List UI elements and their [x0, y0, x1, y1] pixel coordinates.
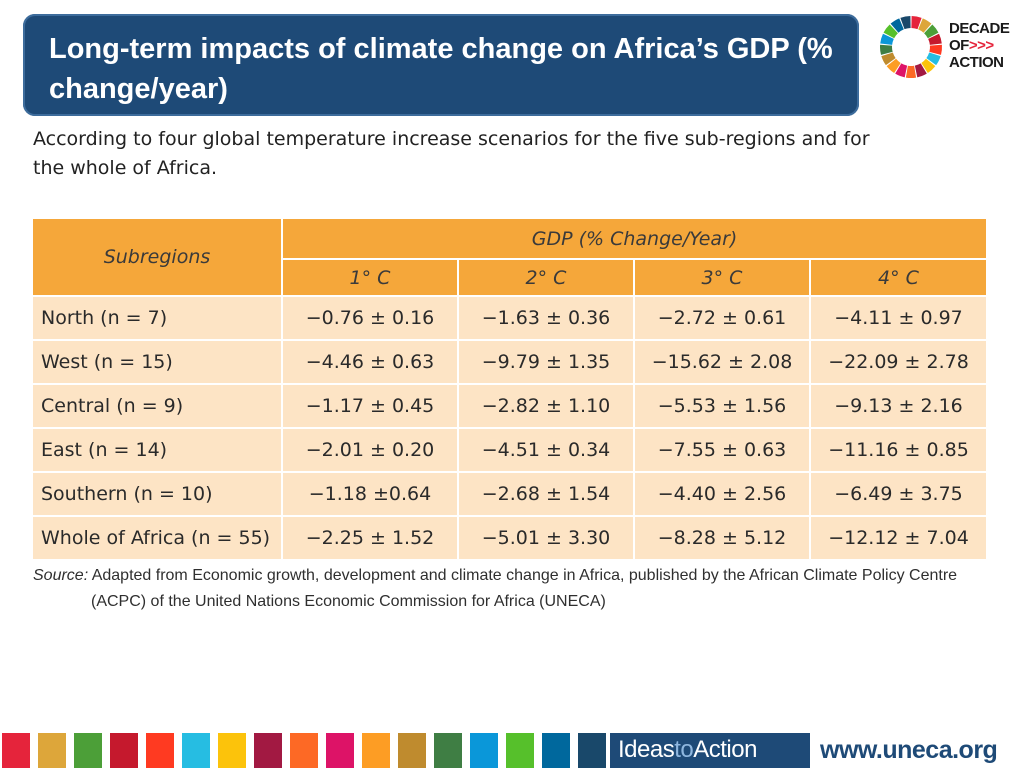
sdg-strip-block	[542, 733, 570, 768]
table-cell: −2.01 ± 0.20	[281, 427, 459, 473]
sdg-strip-block	[398, 733, 426, 768]
sdg-strip-block	[254, 733, 282, 768]
sdg-strip-block	[290, 733, 318, 768]
sdg-strip-block	[326, 733, 354, 768]
website-link[interactable]: www.uneca.org	[820, 736, 998, 764]
sdg-wheel-segment	[886, 58, 901, 74]
table-cell: −4.51 ± 0.34	[457, 427, 635, 473]
sdg-wheel-segment	[918, 18, 932, 33]
table-cell: −4.11 ± 0.97	[808, 295, 989, 341]
sdg-wheel-icon	[879, 16, 943, 79]
source-note: Source: Adapted from Economic growth, de…	[33, 563, 993, 615]
sdg-wheel-segment	[890, 18, 904, 33]
sdg-wheel-segment	[926, 52, 941, 66]
table-row: Southern (n = 10) −1.18 ±0.64 −2.68 ± 1.…	[31, 471, 989, 517]
sdg-strip-block	[506, 733, 534, 768]
sdg-strip-block	[38, 733, 66, 768]
sdg-strip-block	[146, 733, 174, 768]
table-cell: −2.68 ± 1.54	[457, 471, 635, 517]
sdg-wheel-segment	[905, 65, 917, 79]
source-line-1: Adapted from Economic growth, developmen…	[91, 567, 958, 584]
table-row: Whole of Africa (n = 55) −2.25 ± 1.52 −5…	[31, 515, 989, 561]
slide-subtitle: According to four global temperature inc…	[33, 128, 870, 179]
table-cell: −4.40 ± 2.56	[633, 471, 811, 517]
row-label: East (n = 14)	[31, 427, 283, 473]
column-header: 3° C	[633, 258, 811, 297]
sdg-wheel-segment	[924, 24, 939, 39]
footer-bar: IdeastoAction www.uneca.org	[0, 733, 1024, 768]
table-cell: −6.49 ± 3.75	[808, 471, 989, 517]
sdg-wheel-segment	[895, 63, 908, 78]
sdg-wheel-segment	[880, 33, 894, 45]
row-label: Central (n = 9)	[31, 383, 283, 429]
row-label: Whole of Africa (n = 55)	[31, 515, 283, 561]
gdp-group-header: GDP (% Change/Year)	[280, 217, 989, 260]
logo-line-action: ACTION	[949, 54, 1004, 71]
table-cell: −1.63 ± 0.36	[457, 295, 635, 341]
sdg-strip-block	[74, 733, 102, 768]
table-cell: −22.09 ± 2.78	[808, 339, 989, 385]
table-cell: −7.55 ± 0.63	[633, 427, 811, 473]
table-cell: −2.82 ± 1.10	[457, 383, 635, 429]
slide-title: Long-term impacts of climate change on A…	[49, 33, 833, 105]
ideas-to-action-band	[610, 733, 810, 768]
sdg-wheel-segment	[928, 33, 942, 45]
sdg-strip-block	[218, 733, 246, 768]
table-cell: −9.79 ± 1.35	[457, 339, 635, 385]
sdg-wheel-segment	[911, 16, 922, 30]
title-banner: Long-term impacts of climate change on A…	[23, 14, 859, 116]
decade-of-action-logo: DECADE OF>>> ACTION	[878, 14, 1018, 80]
table-cell: −8.28 ± 5.12	[633, 515, 811, 561]
sdg-wheel-segment	[883, 24, 898, 39]
sdg-strip-block	[578, 733, 606, 768]
sdg-wheel-segment	[921, 58, 936, 74]
row-label: North (n = 7)	[31, 295, 283, 341]
sdg-wheel-segment	[900, 16, 911, 30]
sdg-wheel-segment	[881, 52, 896, 66]
table-cell: −5.53 ± 1.56	[633, 383, 811, 429]
table-row: East (n = 14) −2.01 ± 0.20 −4.51 ± 0.34 …	[31, 427, 989, 473]
table-cell: −11.16 ± 0.85	[808, 427, 989, 473]
sdg-strip-block	[434, 733, 462, 768]
logo-line-of: OF>>>	[949, 37, 994, 54]
table-row: Central (n = 9) −1.17 ± 0.45 −2.82 ± 1.1…	[31, 383, 989, 429]
row-label: Southern (n = 10)	[31, 471, 283, 517]
table-cell: −1.17 ± 0.45	[281, 383, 459, 429]
table-cell: −1.18 ±0.64	[281, 471, 459, 517]
table-cell: −0.76 ± 0.16	[281, 295, 459, 341]
table-row: North (n = 7) −0.76 ± 0.16 −1.63 ± 0.36 …	[31, 295, 989, 341]
column-header: 2° C	[457, 258, 635, 297]
table-cell: −12.12 ± 7.04	[808, 515, 989, 561]
table-cell: −2.72 ± 0.61	[633, 295, 811, 341]
sdg-strip-block	[110, 733, 138, 768]
column-header: 1° C	[281, 258, 459, 297]
sdg-strip-block	[470, 733, 498, 768]
table-cell: −9.13 ± 2.16	[808, 383, 989, 429]
source-label: Source:	[33, 567, 89, 584]
row-label: West (n = 15)	[31, 339, 283, 385]
logo-line-decade: DECADE	[949, 20, 1010, 37]
chevrons-icon: >>>	[968, 37, 994, 54]
subregions-header: Subregions	[31, 217, 283, 297]
table-cell: −15.62 ± 2.08	[633, 339, 811, 385]
table-cell: −5.01 ± 3.30	[457, 515, 635, 561]
sdg-strip-block	[362, 733, 390, 768]
source-line-2: (ACPC) of the United Nations Economic Co…	[91, 593, 606, 610]
column-header: 4° C	[808, 258, 989, 297]
gdp-table: Subregions GDP (% Change/Year) 1° C 2° C…	[31, 217, 989, 561]
sdg-wheel-segment	[914, 63, 927, 78]
sdg-wheel-segment	[929, 44, 943, 55]
table-cell: −4.46 ± 0.63	[281, 339, 459, 385]
logo-wordmark: DECADE OF>>> ACTION	[949, 20, 1010, 71]
sdg-wheel-segment	[879, 44, 893, 55]
table-row: West (n = 15) −4.46 ± 0.63 −9.79 ± 1.35 …	[31, 339, 989, 385]
sdg-strip-block	[2, 733, 30, 768]
sdg-strip-block	[182, 733, 210, 768]
table-cell: −2.25 ± 1.52	[281, 515, 459, 561]
ideas-to-action-logo: IdeastoAction	[618, 736, 757, 763]
